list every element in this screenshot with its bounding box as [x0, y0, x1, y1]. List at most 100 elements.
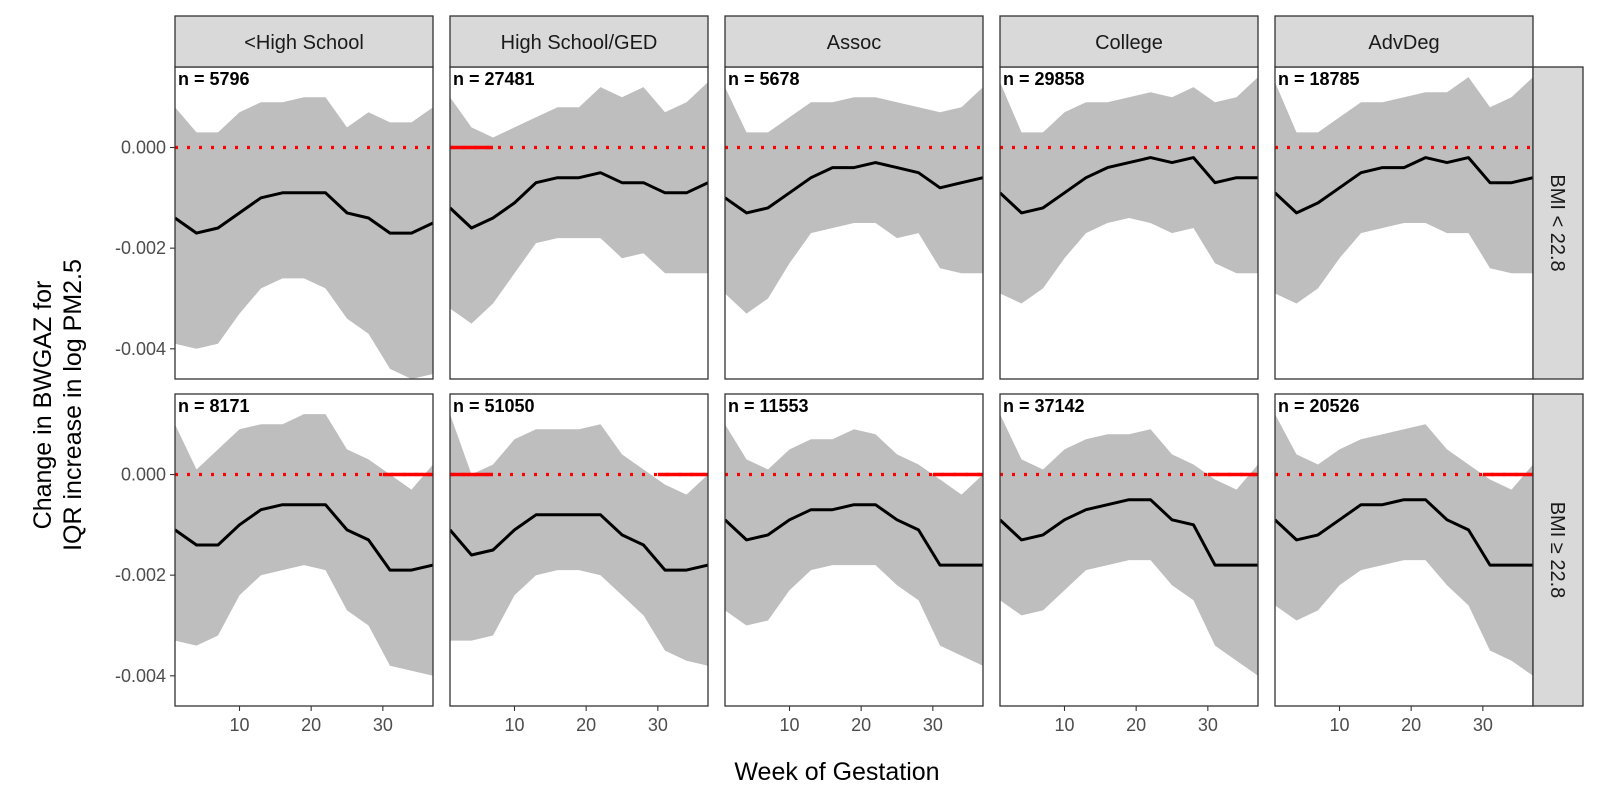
y-tick-label: -0.004: [115, 666, 166, 686]
column-strip-box: [999, 15, 1259, 68]
y-tick-label: 0.000: [121, 465, 166, 485]
x-tick-label: 10: [1054, 715, 1074, 735]
facet-panel: n = 5796: [174, 66, 434, 380]
row-strip-label: BMI < 22.8: [1546, 174, 1568, 271]
column-strip-box: [174, 15, 434, 68]
row-strip: BMI < 22.8: [1532, 66, 1584, 380]
y-axis-title-line2: IQR increase in log PM2.5: [59, 259, 87, 551]
y-axis-title: Change in BWGAZ for IQR increase in log …: [29, 259, 87, 551]
estimate-line: [725, 503, 983, 567]
column-strip: College: [999, 15, 1259, 68]
panel-plot-area: [450, 82, 708, 324]
strips-layer: <High School High School/GED Assoc College A…: [174, 15, 1584, 707]
confidence-band: [450, 414, 708, 666]
x-tick-label: 20: [576, 715, 596, 735]
facet-panel: n = 51050: [449, 393, 709, 707]
panel-border: [449, 393, 709, 707]
estimate-line: [1275, 498, 1533, 567]
sample-size-label: n = 51050: [453, 396, 535, 416]
column-strip: Assoc: [724, 15, 984, 68]
row-strip-box: [1532, 66, 1584, 380]
sample-size-label: n = 37142: [1003, 396, 1085, 416]
panel-plot-area: [175, 97, 433, 379]
panels-layer: n = 5796 n = 27481 n = 5678 n = 29858 n = 18…: [174, 66, 1534, 707]
x-tick-label: 10: [779, 715, 799, 735]
x-axis-title: Week of Gestation: [734, 758, 939, 786]
sample-size-label: n = 5678: [728, 69, 800, 89]
panel-border: [174, 393, 434, 707]
column-strip: <High School: [174, 15, 434, 68]
panel-plot-area: [175, 414, 433, 676]
facet-panel: n = 20526: [1274, 393, 1534, 707]
confidence-band: [1275, 77, 1533, 304]
row-strip-label: BMI ≥ 22.8: [1546, 502, 1568, 599]
estimate-line: [1000, 156, 1258, 215]
y-tick-label: -0.002: [115, 238, 166, 258]
x-tick-label: 20: [851, 715, 871, 735]
panel-border: [999, 393, 1259, 707]
confidence-band: [1000, 414, 1258, 676]
sample-size-label: n = 27481: [453, 69, 535, 89]
confidence-band: [725, 424, 983, 666]
estimate-line: [175, 191, 433, 235]
confidence-band: [725, 87, 983, 314]
column-strip-box: [724, 15, 984, 68]
estimate-line: [175, 503, 433, 572]
confidence-band: [175, 414, 433, 676]
x-tick-label: 30: [1473, 715, 1493, 735]
column-strip-label: <High School: [244, 32, 364, 54]
column-strip-label: AdvDeg: [1368, 32, 1439, 54]
facet-panel: n = 11553: [724, 393, 984, 707]
panel-border: [724, 393, 984, 707]
panel-plot-area: [1275, 77, 1533, 304]
panel-plot-area: [1000, 414, 1258, 676]
x-tick-label: 20: [1401, 715, 1421, 735]
confidence-band: [450, 82, 708, 324]
panel-plot-area: [1275, 414, 1533, 676]
row-strip: BMI ≥ 22.8: [1532, 393, 1584, 707]
column-strip: AdvDeg: [1274, 15, 1534, 68]
panel-plot-area: [450, 414, 708, 666]
estimate-line: [725, 161, 983, 215]
facet-panel: n = 18785: [1274, 66, 1534, 380]
y-tick-label: -0.002: [115, 565, 166, 585]
confidence-band: [1275, 414, 1533, 676]
panel-plot-area: [725, 424, 983, 666]
facet-panel: n = 5678: [724, 66, 984, 380]
sample-size-label: n = 11553: [728, 396, 809, 416]
sample-size-label: n = 18785: [1278, 69, 1360, 89]
estimate-line: [1275, 156, 1533, 215]
x-tick-label: 30: [923, 715, 943, 735]
panel-plot-area: [725, 87, 983, 314]
column-strip-box: [1274, 15, 1534, 68]
column-strip-box: [449, 15, 709, 68]
x-tick-label: 20: [1126, 715, 1146, 735]
facet-panel: n = 37142: [999, 393, 1259, 707]
sample-size-label: n = 29858: [1003, 69, 1085, 89]
x-tick-label: 10: [229, 715, 249, 735]
facet-panel: n = 8171: [174, 393, 434, 707]
column-strip-label: High School/GED: [501, 32, 658, 54]
x-tick-label: 10: [504, 715, 524, 735]
panel-plot-area: [1000, 77, 1258, 304]
column-strip: High School/GED: [449, 15, 709, 68]
x-tick-label: 30: [373, 715, 393, 735]
x-tick-label: 20: [301, 715, 321, 735]
x-tick-label: 30: [648, 715, 668, 735]
sample-size-label: n = 8171: [178, 396, 250, 416]
facet-panel: n = 27481: [449, 66, 709, 380]
y-tick-label: 0.000: [121, 138, 166, 158]
facet-panel: n = 29858: [999, 66, 1259, 380]
estimate-line: [450, 513, 708, 572]
column-strip-label: Assoc: [827, 32, 881, 54]
x-tick-label: 30: [1198, 715, 1218, 735]
estimate-line: [1000, 498, 1258, 567]
row-strip-box: [1532, 393, 1584, 707]
estimate-line: [450, 171, 708, 230]
y-axis-title-line1: Change in BWGAZ for: [29, 281, 57, 530]
confidence-band: [175, 97, 433, 379]
y-tick-label: -0.004: [115, 339, 166, 359]
x-tick-label: 10: [1329, 715, 1349, 735]
axes-layer: 0.000 -0.002 -0.004 0.000 -0.002 -0.004 10 20 30…: [115, 138, 1493, 735]
